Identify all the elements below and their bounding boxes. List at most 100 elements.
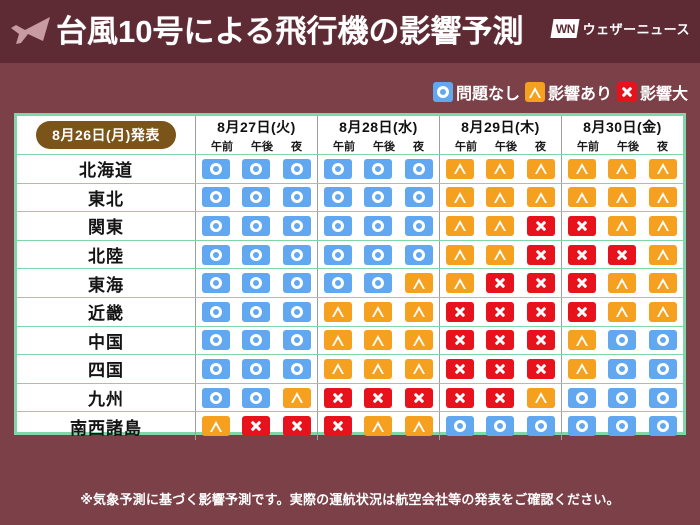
day-cell-group-4: [561, 412, 683, 440]
forecast-symbol-triangle: [446, 244, 475, 265]
forecast-symbol-cross: [324, 416, 353, 437]
day-cell-group-1: [195, 212, 317, 240]
forecast-symbol-circle: [242, 301, 271, 322]
forecast-symbol-triangle: [568, 330, 597, 351]
region-cell: 北陸: [17, 241, 195, 269]
forecast-symbol-cross: [404, 387, 433, 408]
forecast-symbol-cross: [568, 215, 597, 236]
forecast-symbol-circle: [486, 416, 515, 437]
region-label: 東北: [88, 189, 124, 209]
forecast-symbol-circle: [242, 244, 271, 265]
forecast-symbol-cross: [526, 358, 555, 379]
period-label: 夜: [413, 140, 424, 153]
forecast-symbol-cross: [446, 330, 475, 351]
region-cell: 東北: [17, 184, 195, 212]
day-cell-group-3: [439, 355, 561, 383]
footer-disclaimer: ※気象予測に基づく影響予測です。実際の運航状況は航空会社等の発表をご確認ください…: [80, 492, 620, 507]
day-cell-group-2: [317, 297, 439, 326]
forecast-symbol-cross: [282, 416, 311, 437]
legend: 問題なし 影響あり 影響大: [432, 80, 688, 104]
forecast-symbol-cross: [568, 301, 597, 322]
forecast-symbol-circle: [608, 387, 637, 408]
day-cell-group-1: [195, 412, 317, 440]
forecast-symbol-circle: [202, 330, 231, 351]
day-cell-group-4: [561, 269, 683, 297]
announce-date-badge: 8月26日(月)発表: [36, 121, 176, 149]
day-cell-group-1: [195, 297, 317, 326]
period-label: 午後: [373, 140, 395, 153]
forecast-symbol-triangle: [648, 273, 677, 294]
day-cell-group-4: [561, 240, 683, 269]
forecast-symbol-cross: [526, 330, 555, 351]
forecast-symbol-triangle: [568, 358, 597, 379]
forecast-symbol-circle: [202, 301, 231, 322]
period-label: 午後: [617, 140, 639, 153]
page-title: 台風10号による飛行機の影響予測: [56, 14, 524, 49]
forecast-symbol-cross: [324, 387, 353, 408]
day-cell-group-2: [317, 240, 439, 269]
forecast-symbol-triangle: [404, 330, 433, 351]
table-header-row: 8月26日(月)発表 8月27日(火) 午前 午後夜 8月28日(水) 午前 午後夜 8月29…: [17, 116, 683, 154]
day-cell-group-2: [317, 155, 439, 183]
table-row: 関東: [17, 211, 683, 240]
forecast-symbol-circle: [608, 330, 637, 351]
forecast-symbol-triangle: [486, 158, 515, 179]
announce-badge-cell: 8月26日(月)発表: [17, 116, 195, 154]
forecast-symbol-circle: [404, 187, 433, 208]
day-header-4: 8月30日(金) 午前 午後 夜: [561, 116, 683, 154]
forecast-symbol-triangle: [364, 358, 393, 379]
forecast-symbol-circle: [202, 387, 231, 408]
day-cell-group-3: [439, 412, 561, 440]
forecast-symbol-circle: [364, 187, 393, 208]
region-cell: 北海道: [17, 155, 195, 183]
region-label: 近畿: [88, 304, 124, 324]
legend-label-affected: 影響あり: [547, 86, 612, 103]
forecast-symbol-triangle: [282, 387, 311, 408]
header-bar: 台風10号による飛行機の影響予測 WN ウェザーニュース: [0, 0, 700, 63]
table-row: 東北: [17, 182, 683, 212]
region-cell: 四国: [17, 355, 195, 383]
day-cell-group-3: [439, 297, 561, 326]
legend-cross-icon: [616, 82, 637, 102]
forecast-symbol-circle: [202, 244, 231, 265]
day-cell-group-3: [439, 183, 561, 212]
forecast-symbol-cross: [568, 273, 597, 294]
forecast-symbol-circle: [324, 215, 353, 236]
day-cell-group-1: [195, 326, 317, 355]
forecast-symbol-cross: [486, 358, 515, 379]
forecast-symbol-triangle: [324, 301, 353, 322]
forecast-symbol-triangle: [324, 330, 353, 351]
forecast-symbol-triangle: [364, 301, 393, 322]
forecast-symbol-circle: [242, 215, 271, 236]
period-labels: 午前 午後 夜: [562, 138, 683, 154]
forecast-symbol-cross: [526, 273, 555, 294]
table-row: 中国: [17, 325, 683, 355]
forecast-symbol-cross: [526, 301, 555, 322]
forecast-symbol-circle: [648, 330, 677, 351]
forecast-symbol-circle: [608, 416, 637, 437]
forecast-symbol-cross: [526, 244, 555, 265]
region-cell: 近畿: [17, 298, 195, 326]
forecast-symbol-circle: [648, 387, 677, 408]
forecast-symbol-triangle: [568, 187, 597, 208]
forecast-grid: 8月26日(月)発表 8月27日(火) 午前 午後夜 8月28日(水) 午前 午後夜 8月29…: [17, 116, 683, 440]
table-row: 北海道: [17, 154, 683, 183]
region-label: 九州: [88, 390, 124, 410]
day-cell-group-4: [561, 297, 683, 326]
forecast-symbol-triangle: [648, 187, 677, 208]
day-header-3: 8月29日(木) 午前 午後 夜: [439, 116, 561, 154]
forecast-symbol-circle: [648, 358, 677, 379]
forecast-symbol-circle: [364, 244, 393, 265]
forecast-symbol-cross: [446, 301, 475, 322]
forecast-symbol-triangle: [364, 330, 393, 351]
forecast-symbol-circle: [324, 244, 353, 265]
day-cell-group-2: [317, 355, 439, 383]
forecast-symbol-circle: [202, 273, 231, 294]
day-cell-group-1: [195, 383, 317, 412]
period-label: 夜: [291, 140, 302, 153]
forecast-symbol-circle: [202, 215, 231, 236]
day-cell-group-1: [195, 355, 317, 383]
forecast-symbol-circle: [364, 273, 393, 294]
forecast-symbol-triangle: [446, 215, 475, 236]
forecast-symbol-triangle: [526, 387, 555, 408]
